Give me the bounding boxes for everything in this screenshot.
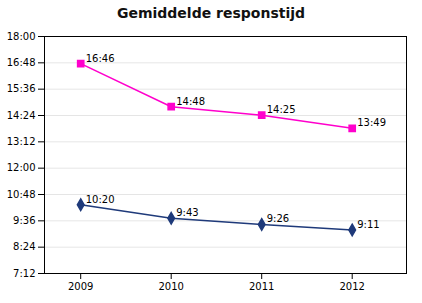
svg-text:9:26: 9:26 (267, 213, 289, 224)
svg-text:16:46: 16:46 (86, 53, 115, 64)
svg-text:10:20: 10:20 (86, 194, 115, 205)
svg-text:14:24: 14:24 (7, 110, 36, 121)
svg-text:8:24: 8:24 (13, 241, 35, 252)
svg-text:14:25: 14:25 (267, 104, 296, 115)
svg-text:10:48: 10:48 (7, 189, 36, 200)
html-text:Gemiddelde responstijd: Gemiddelde responstijd (117, 5, 305, 21)
svg-text:14:48: 14:48 (176, 96, 205, 107)
svg-text:15:36: 15:36 (7, 83, 36, 94)
svg-text:13:49: 13:49 (357, 117, 386, 128)
svg-text:2012: 2012 (339, 281, 364, 292)
svg-text:7:12: 7:12 (13, 268, 35, 279)
svg-text:9:43: 9:43 (176, 207, 198, 218)
svg-text:9:36: 9:36 (13, 215, 35, 226)
svg-text:2011: 2011 (249, 281, 274, 292)
svg-text:2009: 2009 (68, 281, 93, 292)
svg-text:13:12: 13:12 (7, 136, 36, 147)
svg-text:18:00: 18:00 (7, 31, 36, 42)
svg-text:16:48: 16:48 (7, 57, 36, 68)
svg-text:2010: 2010 (158, 281, 183, 292)
svg-text:9:11: 9:11 (357, 219, 379, 230)
svg-text:12:00: 12:00 (7, 162, 36, 173)
